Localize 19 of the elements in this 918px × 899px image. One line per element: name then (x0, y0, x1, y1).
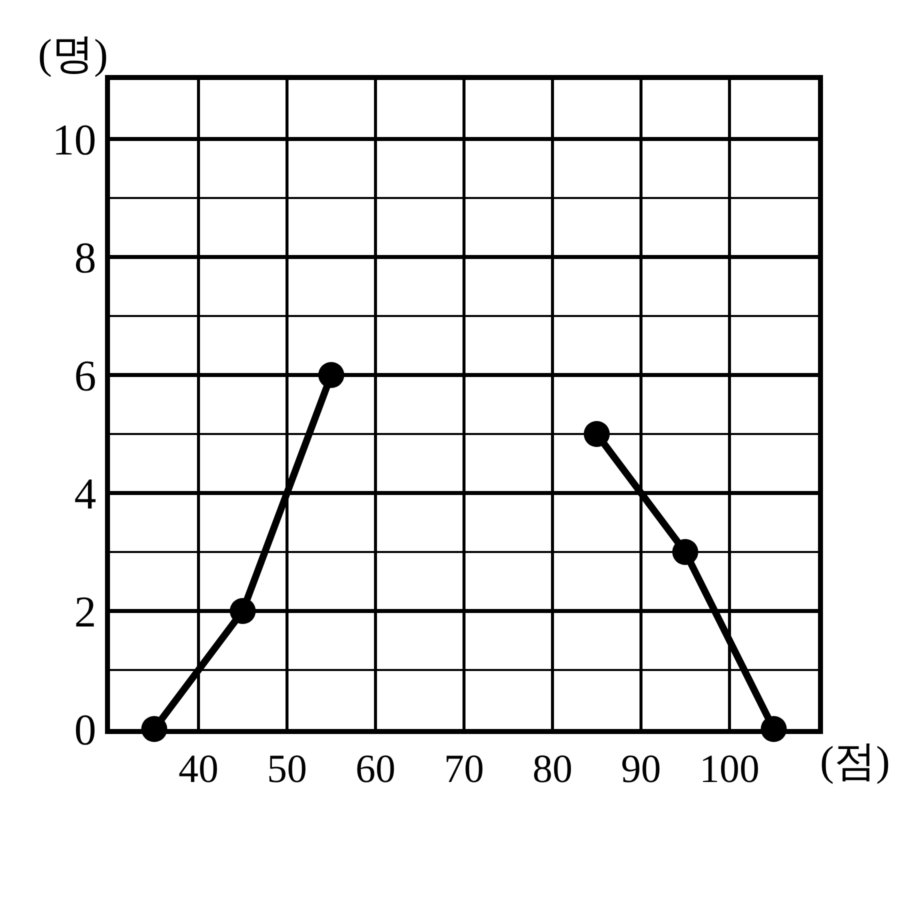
x-tick-label: 90 (621, 746, 661, 791)
x-tick-label: 60 (356, 746, 396, 791)
y-axis-title: (명) (38, 32, 108, 78)
y-tick-label: 4 (74, 469, 96, 518)
point (672, 539, 698, 565)
y-tick-label: 6 (74, 351, 96, 400)
y-tick-label: 10 (52, 115, 96, 164)
point (230, 598, 256, 624)
x-tick-label: 70 (444, 746, 484, 791)
y-tick-label: 0 (74, 705, 96, 754)
x-tick-label: 80 (532, 746, 572, 791)
y-tick-label: 2 (74, 587, 96, 636)
x-tick-label: 100 (700, 746, 760, 791)
x-tick-label: 40 (178, 746, 218, 791)
point (584, 421, 610, 447)
y-tick-label: 8 (74, 233, 96, 282)
point (318, 362, 344, 388)
x-axis-title: (점) (820, 739, 890, 785)
x-tick-label: 50 (267, 746, 307, 791)
